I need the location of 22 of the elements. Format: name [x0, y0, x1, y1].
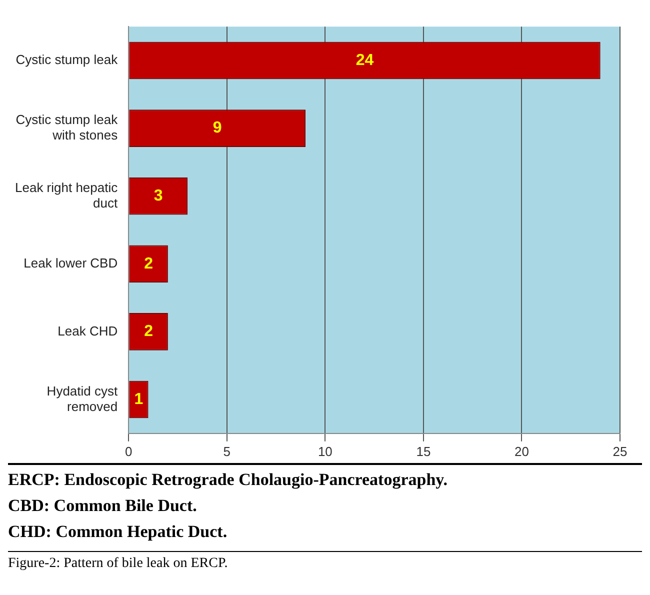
data-label: 1	[134, 390, 144, 408]
x-tick-label: 15	[416, 444, 431, 459]
x-tick-label: 25	[612, 444, 628, 459]
y-tick-label: Cystic stump leak	[16, 52, 118, 68]
data-label: 9	[212, 120, 222, 137]
x-tick-label: 0	[125, 444, 132, 459]
x-tick-label: 20	[514, 444, 529, 459]
y-tick-label: Hydatid cyst removed	[46, 383, 118, 414]
text: ERCP: Endoscopic Retrograde Cholaugio-Pancreatography.	[8, 469, 448, 491]
data-label: 3	[154, 188, 163, 205]
x-tick-label: 10	[318, 444, 332, 459]
data-label: 2	[144, 323, 154, 340]
data-label: 2	[144, 255, 154, 272]
y-tick-label: Leak CHD	[58, 323, 118, 338]
text: Figure-2: Pattern of bile leak on ERCP.	[8, 551, 642, 572]
text: CBD: Common Bile Duct.	[8, 495, 198, 517]
y-tick-label: Leak right hepatic duct	[15, 180, 118, 210]
x-tick-label: 5	[223, 444, 231, 459]
data-label: 24	[356, 52, 374, 69]
y-tick-label: Leak lower CBD	[24, 255, 118, 270]
y-tick-label: Cystic stump leak with stones	[16, 112, 118, 143]
text: CHD: Common Hepatic Duct.	[8, 521, 228, 543]
